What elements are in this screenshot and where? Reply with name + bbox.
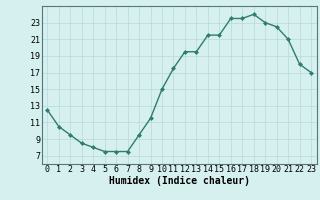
X-axis label: Humidex (Indice chaleur): Humidex (Indice chaleur) xyxy=(109,176,250,186)
